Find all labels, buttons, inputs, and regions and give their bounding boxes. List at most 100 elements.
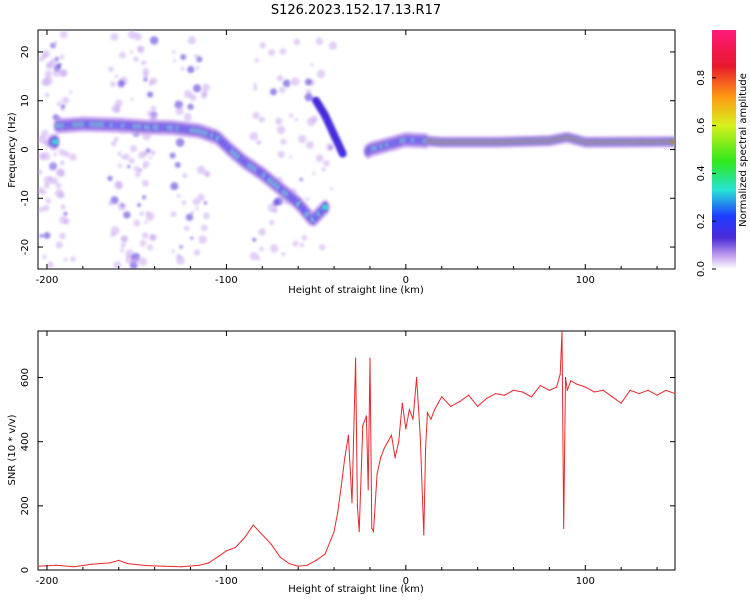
- spectrogram-noise-blob: [272, 208, 278, 213]
- spectrogram-noise-blob: [110, 140, 117, 147]
- spectrogram-noise-blob: [187, 103, 194, 110]
- snr-point: [347, 434, 350, 436]
- colorbar-ticks: 0.0 0.2 0.4 0.6 0.8: [696, 70, 716, 277]
- snr-point: [279, 556, 281, 558]
- spectrogram-noise-blob: [315, 37, 324, 45]
- snr-point: [118, 559, 120, 561]
- snr-point: [566, 389, 568, 391]
- snr-point: [423, 534, 425, 536]
- spectrogram-noise-blob: [123, 153, 130, 161]
- spectrogram-noise-blob: [298, 134, 307, 144]
- spectrogram-ridge-core: [52, 138, 58, 145]
- spectrogram-noise-blob: [275, 117, 283, 125]
- spectrogram-noise-blob: [55, 168, 65, 177]
- snr-point: [394, 457, 396, 459]
- snr-plot: [38, 331, 675, 568]
- spectrogram-noise-blob: [148, 156, 153, 160]
- snr-point: [355, 357, 357, 359]
- spectrogram-noise-blob: [252, 111, 260, 119]
- snr-point: [261, 534, 263, 536]
- spectrogram-noise-blob: [59, 54, 65, 60]
- snr-point: [288, 562, 290, 565]
- spectrogram-noise-blob: [325, 143, 334, 151]
- snr-point: [365, 415, 367, 417]
- spectrogram-noise-blob: [171, 249, 175, 253]
- snr-point: [638, 392, 640, 395]
- spectrogram-noise-blob: [299, 242, 305, 248]
- snr-ytick-label: 0: [20, 567, 31, 573]
- spectrogram-noise-blob: [139, 211, 144, 216]
- spectrogram-noise-blob: [183, 225, 190, 231]
- spectrogram-noise-blob: [114, 74, 119, 79]
- snr-point: [555, 386, 558, 388]
- snr-point: [468, 394, 470, 396]
- spectrogram-noise-blob: [44, 92, 50, 98]
- snr-point: [405, 428, 407, 430]
- spectrogram-noise-blob: [258, 228, 266, 236]
- spectrogram-noise-blob: [330, 187, 334, 191]
- snr-ytick-label: 600: [20, 368, 31, 387]
- snr-point: [485, 397, 488, 399]
- spectrogram-noise-blob: [269, 244, 279, 253]
- spectrogram-noise-blob: [60, 204, 66, 210]
- spectrogram-noise-blob: [304, 93, 313, 102]
- spectrogram-noise-blob: [133, 56, 139, 63]
- spectrogram-noise-blob: [129, 50, 134, 54]
- snr-point: [252, 524, 254, 526]
- snr-point: [674, 392, 675, 395]
- spectrogram-noise-blob: [47, 261, 54, 269]
- spectrogram-noise-blob: [138, 151, 146, 159]
- spectrogram-noise-blob: [56, 102, 61, 107]
- spectrogram-noise-blob: [121, 235, 129, 243]
- snr-axes: -200 -100 0 100 0 200 400 600: [20, 331, 675, 587]
- snr-xtick-label: 100: [576, 576, 595, 587]
- spectrogram-noise-blob: [133, 219, 141, 227]
- spectrogram-noise-blob: [130, 97, 134, 101]
- spectrogram-noise-blob: [259, 42, 266, 49]
- spectrogram-noise-blob: [39, 234, 44, 238]
- spectrogram-noise-blob: [203, 201, 208, 205]
- spectrogram-noise-blob: [117, 151, 122, 157]
- spectrogram-noise-blob: [268, 49, 276, 56]
- snr-point: [356, 505, 358, 507]
- spectrogram-noise-blob: [316, 69, 326, 79]
- spectrogram-noise-blob: [123, 211, 131, 219]
- spectrogram-noise-blob: [115, 182, 123, 190]
- snr-point: [401, 402, 403, 404]
- spectrogram-ytick-label: -20: [20, 239, 31, 255]
- snr-point: [198, 564, 201, 566]
- snr-point: [512, 389, 515, 391]
- colorbar-tick-label: 0.0: [696, 261, 707, 277]
- snr-point: [372, 530, 375, 533]
- spectrogram-noise-blob: [305, 141, 314, 150]
- snr-ylabel: SNR (10 * v/v): [7, 414, 18, 485]
- snr-point: [477, 405, 479, 407]
- spectrogram-noise-blob: [52, 69, 61, 78]
- snr-point: [55, 564, 57, 566]
- snr-panel: -200 -100 0 100 0 200 400 600 Height of straigh…: [7, 330, 676, 595]
- spectrogram-noise-blob: [63, 211, 68, 216]
- spectrogram-noise-blob: [141, 232, 149, 239]
- spectrogram-noise-blob: [269, 88, 278, 96]
- snr-point: [424, 447, 427, 449]
- spectrogram-noise-blob: [117, 202, 127, 211]
- spectrogram-noise-blob: [141, 179, 149, 187]
- spectrogram-noise-blob: [127, 164, 131, 169]
- spectrogram-noise-blob: [195, 66, 200, 70]
- spectrogram-ytick-label: 20: [20, 46, 31, 59]
- spectrogram-noise-blob: [194, 54, 199, 59]
- snr-point: [408, 408, 411, 411]
- spectrogram-noise-blob: [58, 148, 66, 156]
- spectrogram-noise-blob: [291, 77, 300, 86]
- snr-point: [584, 386, 586, 388]
- spectrogram-noise-blob: [150, 149, 156, 156]
- spectrogram-noise-blob: [259, 246, 264, 252]
- spectrogram-noise-blob: [129, 261, 138, 269]
- snr-point: [91, 563, 93, 565]
- spectrogram-noise-blob: [38, 169, 43, 175]
- spectrogram-branch-core: [340, 151, 345, 156]
- spectrogram-noise-blob: [174, 100, 183, 109]
- spectrogram-noise-blob: [138, 168, 142, 172]
- spectrogram-noise-blob: [51, 177, 59, 185]
